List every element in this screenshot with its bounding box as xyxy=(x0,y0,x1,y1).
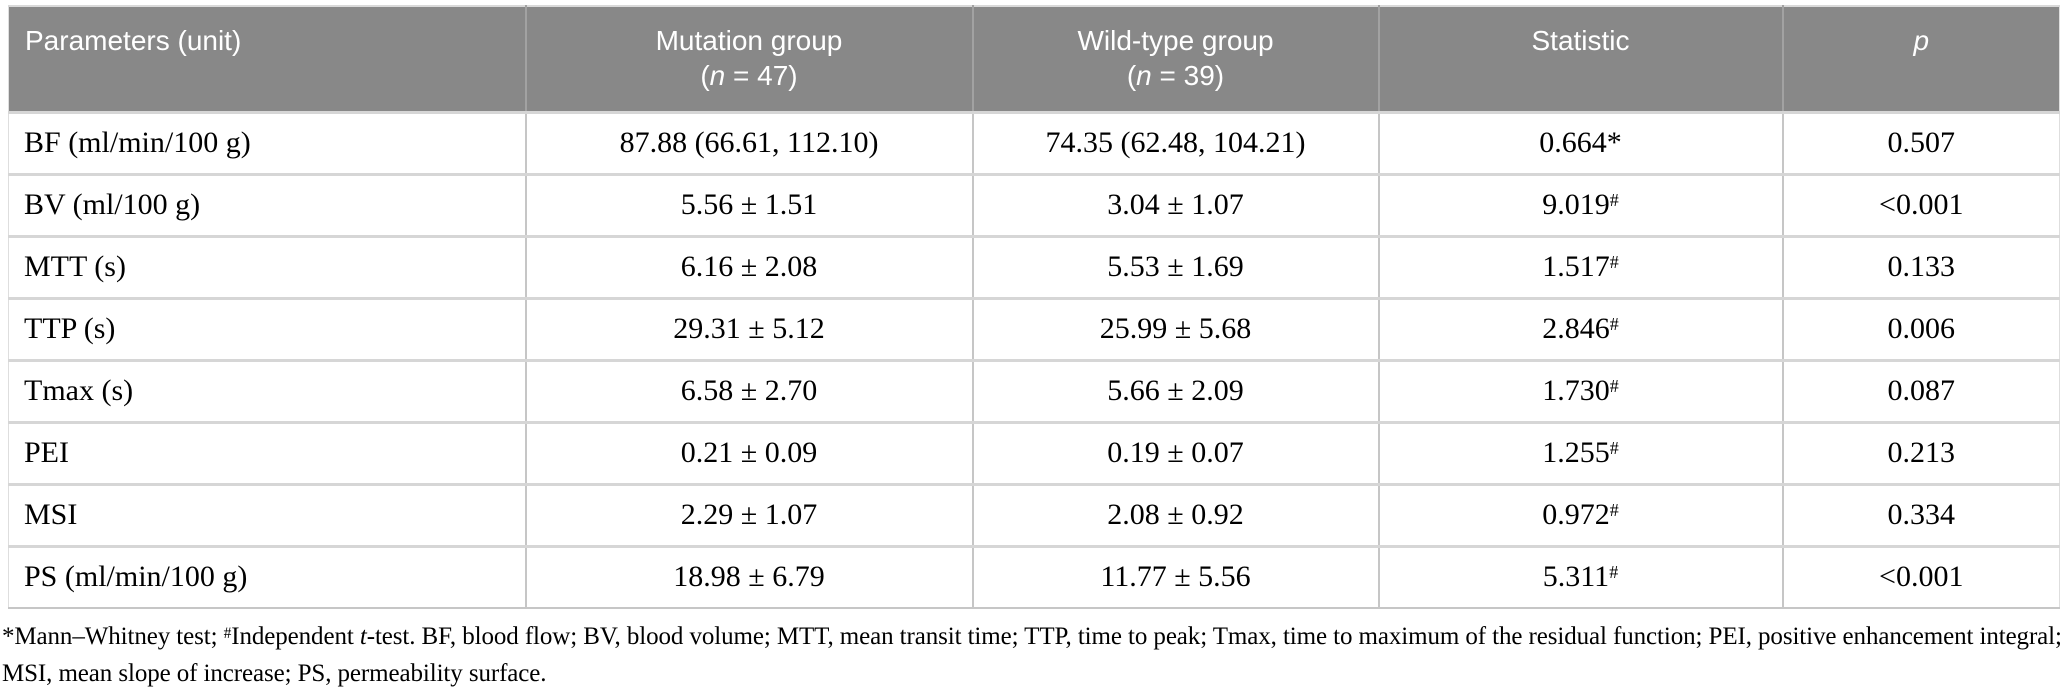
statistic-sup-marker: # xyxy=(1609,437,1619,458)
footnote-italic-t: t xyxy=(359,623,367,650)
wildtype-cell: 0.19 ± 0.07 xyxy=(971,420,1379,484)
col-header-wildtype-group: Wild-type group (n = 39) xyxy=(971,6,1379,112)
param-cell: PEI xyxy=(8,420,526,484)
statistic-cell: 1.517# xyxy=(1377,234,1783,298)
statistic-sup-marker: # xyxy=(1609,189,1619,210)
table-row: BV (ml/100 g) 5.56 ± 1.51 3.04 ± 1.07 9.… xyxy=(8,172,2060,236)
statistic-value: 0.972 xyxy=(1542,498,1610,531)
statistic-marker: * xyxy=(1606,126,1622,159)
col-header-parameters: Parameters (unit) xyxy=(8,6,526,112)
param-cell: MSI xyxy=(8,482,526,546)
statistic-value: 0.664 xyxy=(1539,126,1607,159)
statistic-value: 2.846 xyxy=(1542,312,1610,345)
param-cell: PS (ml/min/100 g) xyxy=(8,544,526,608)
p-cell: 0.213 xyxy=(1781,420,2060,484)
col-header-mutation-line2: (n = 47) xyxy=(527,58,972,93)
table-body: BF (ml/min/100 g) 87.88 (66.61, 112.10) … xyxy=(8,110,2060,608)
p-cell: <0.001 xyxy=(1781,172,2060,236)
mutation-cell: 29.31 ± 5.12 xyxy=(524,296,973,360)
mutation-cell: 2.29 ± 1.07 xyxy=(524,482,973,546)
statistic-cell: 0.972# xyxy=(1377,482,1783,546)
table-header: Parameters (unit) Mutation group (n = 47… xyxy=(8,6,2060,112)
footnote-hash-marker: # xyxy=(223,624,232,642)
col-header-wildtype-line1: Wild-type group xyxy=(1077,25,1274,56)
wildtype-cell: 11.77 ± 5.56 xyxy=(971,544,1379,608)
param-cell: TTP (s) xyxy=(8,296,526,360)
p-cell: <0.001 xyxy=(1781,544,2060,608)
p-cell: 0.087 xyxy=(1781,358,2060,422)
n-count: = 47) xyxy=(725,60,798,91)
paren-open: ( xyxy=(1126,60,1137,91)
wildtype-cell: 25.99 ± 5.68 xyxy=(971,296,1379,360)
statistic-cell: 9.019# xyxy=(1377,172,1783,236)
table-row: MSI 2.29 ± 1.07 2.08 ± 0.92 0.972# 0.334 xyxy=(8,482,2060,546)
footnote-text: Independent xyxy=(231,623,360,650)
table-row: PS (ml/min/100 g) 18.98 ± 6.79 11.77 ± 5… xyxy=(8,544,2060,608)
wildtype-cell: 5.66 ± 2.09 xyxy=(971,358,1379,422)
table-row: MTT (s) 6.16 ± 2.08 5.53 ± 1.69 1.517# 0… xyxy=(8,234,2060,298)
mutation-cell: 6.16 ± 2.08 xyxy=(524,234,973,298)
p-cell: 0.133 xyxy=(1781,234,2060,298)
statistic-cell: 5.311# xyxy=(1377,544,1783,608)
table-row: PEI 0.21 ± 0.09 0.19 ± 0.07 1.255# 0.213 xyxy=(8,420,2060,484)
wildtype-cell: 3.04 ± 1.07 xyxy=(971,172,1379,236)
table-row: TTP (s) 29.31 ± 5.12 25.99 ± 5.68 2.846#… xyxy=(8,296,2060,360)
p-cell: 0.507 xyxy=(1781,110,2060,174)
param-cell: MTT (s) xyxy=(8,234,526,298)
statistic-sup-marker: # xyxy=(1609,251,1619,272)
statistic-cell: 1.255# xyxy=(1377,420,1783,484)
col-header-mutation-group: Mutation group (n = 47) xyxy=(524,6,973,112)
table-row: Tmax (s) 6.58 ± 2.70 5.66 ± 2.09 1.730# … xyxy=(8,358,2060,422)
mutation-cell: 5.56 ± 1.51 xyxy=(524,172,973,236)
param-cell: Tmax (s) xyxy=(8,358,526,422)
statistic-sup-marker: # xyxy=(1609,313,1619,334)
statistic-sup-marker: # xyxy=(1609,375,1619,396)
n-count: = 39) xyxy=(1151,60,1225,91)
statistic-value: 1.517 xyxy=(1542,250,1610,283)
mutation-cell: 18.98 ± 6.79 xyxy=(524,544,973,608)
wildtype-cell: 74.35 (62.48, 104.21) xyxy=(971,110,1379,174)
paren-open: ( xyxy=(700,60,710,91)
statistic-sup-marker: # xyxy=(1609,562,1619,583)
statistic-cell: 2.846# xyxy=(1377,296,1783,360)
col-header-p: p xyxy=(1781,6,2060,112)
footnote-text: -test. BF, blood flow; BV, blood volume;… xyxy=(2,623,2062,687)
wildtype-cell: 2.08 ± 0.92 xyxy=(971,482,1379,546)
col-header-p-label: p xyxy=(1913,25,1930,56)
footnote-text: *Mann–Whitney test; xyxy=(2,623,224,650)
mutation-cell: 87.88 (66.61, 112.10) xyxy=(524,110,973,174)
statistic-cell: 1.730# xyxy=(1377,358,1783,422)
n-symbol: n xyxy=(709,60,726,91)
param-cell: BF (ml/min/100 g) xyxy=(8,110,526,174)
wildtype-cell: 5.53 ± 1.69 xyxy=(971,234,1379,298)
param-cell: BV (ml/100 g) xyxy=(8,172,526,236)
statistic-value: 9.019 xyxy=(1542,188,1610,221)
statistic-value: 5.311 xyxy=(1542,560,1610,594)
p-cell: 0.006 xyxy=(1781,296,2060,360)
table-footnote: *Mann–Whitney test; #Independent t-test.… xyxy=(2,618,2064,692)
statistic-value: 1.730 xyxy=(1542,374,1610,407)
table-row: BF (ml/min/100 g) 87.88 (66.61, 112.10) … xyxy=(8,110,2060,174)
n-symbol: n xyxy=(1136,60,1152,91)
mutation-cell: 6.58 ± 2.70 xyxy=(524,358,973,422)
statistic-sup-marker: # xyxy=(1609,499,1619,520)
col-header-wildtype-line2: (n = 39) xyxy=(974,58,1378,93)
statistics-table: Parameters (unit) Mutation group (n = 47… xyxy=(8,5,2060,609)
mutation-cell: 0.21 ± 0.09 xyxy=(524,420,973,484)
statistic-cell: 0.664* xyxy=(1377,110,1783,174)
col-header-statistic-label: Statistic xyxy=(1531,25,1630,56)
statistic-value: 1.255 xyxy=(1542,436,1610,469)
col-header-mutation-line1: Mutation group xyxy=(655,25,843,56)
p-cell: 0.334 xyxy=(1781,482,2060,546)
col-header-statistic: Statistic xyxy=(1377,6,1783,112)
col-header-parameters-label: Parameters (unit) xyxy=(25,25,242,56)
header-row: Parameters (unit) Mutation group (n = 47… xyxy=(8,6,2060,112)
